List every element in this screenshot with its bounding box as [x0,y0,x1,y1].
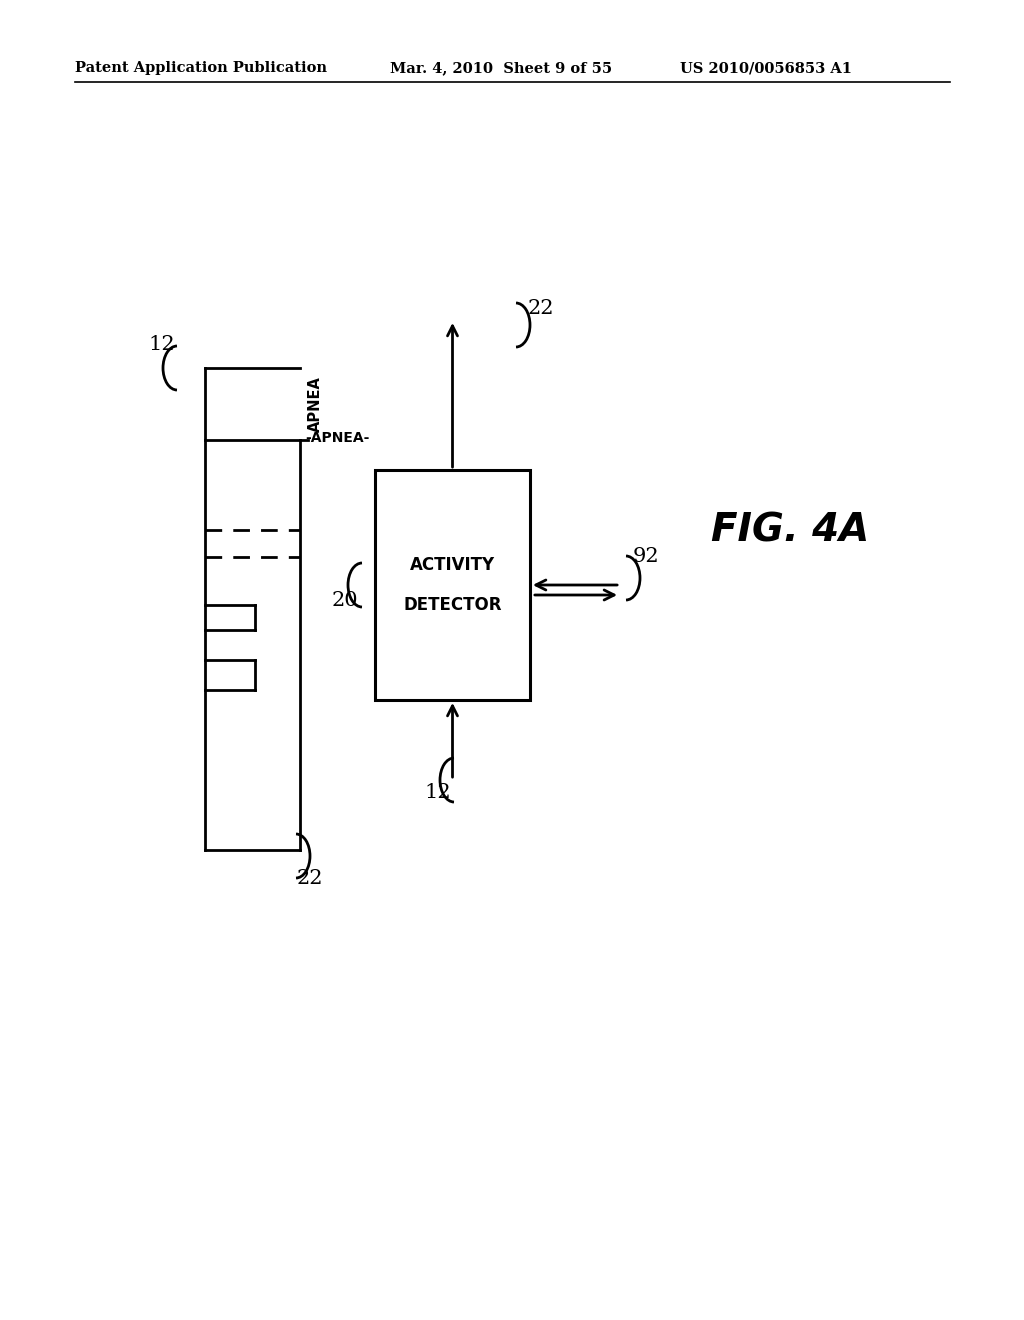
Text: FIG. 4A: FIG. 4A [711,511,869,549]
Text: 22: 22 [297,869,324,887]
Text: 22: 22 [528,298,555,318]
Text: Mar. 4, 2010  Sheet 9 of 55: Mar. 4, 2010 Sheet 9 of 55 [390,61,612,75]
Text: 12: 12 [425,784,452,803]
Text: 12: 12 [148,335,175,355]
Text: Patent Application Publication: Patent Application Publication [75,61,327,75]
Text: US 2010/0056853 A1: US 2010/0056853 A1 [680,61,852,75]
Text: ACTIVITY: ACTIVITY [410,556,495,574]
Text: 20: 20 [332,590,358,610]
Text: -APNEA-: -APNEA- [305,432,370,445]
Text: 92: 92 [633,548,659,566]
Text: APNEA: APNEA [308,376,323,432]
Text: DETECTOR: DETECTOR [403,597,502,614]
